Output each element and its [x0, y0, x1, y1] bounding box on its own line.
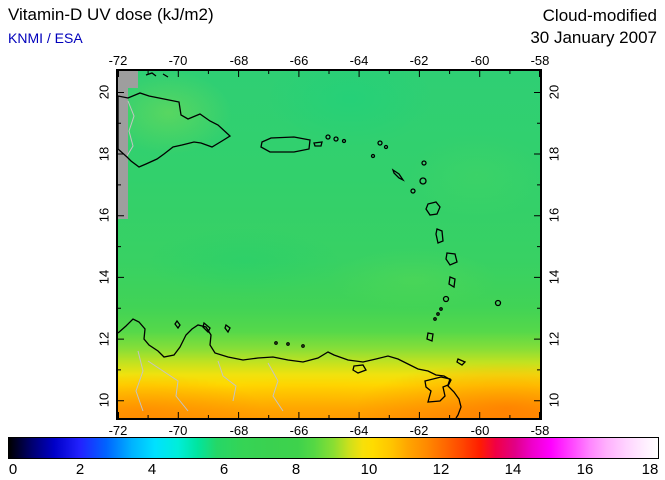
lon-tick-label: -70: [168, 423, 188, 438]
coastlines: [118, 72, 502, 418]
lat-tick-label: 10: [546, 392, 562, 408]
island-virgin-3: [341, 138, 347, 144]
lon-tick-label: -60: [470, 423, 490, 438]
lat-tick-label: 16: [546, 207, 562, 223]
lon-tick-label: -68: [229, 53, 249, 68]
colorbar-tick-label: 8: [291, 461, 301, 478]
lat-tick-label: 20: [96, 84, 112, 100]
lat-tick-label: 10: [96, 392, 112, 408]
coastline-hispaniola: [118, 92, 232, 168]
colorbar-tick-label: 14: [504, 461, 522, 478]
lon-tick-label: -58: [530, 423, 550, 438]
lon-tick-label: -72: [108, 53, 128, 68]
island-martinique: [445, 252, 458, 266]
island-virgin-1: [325, 134, 331, 140]
colorbar-tick-label: 12: [432, 461, 450, 478]
island-grenadines-3: [433, 317, 437, 321]
lat-tick-label: 20: [546, 84, 562, 100]
figure-date: 30 January 2007: [530, 28, 657, 47]
figure-source: KNMI / ESA: [8, 30, 83, 46]
figure-title: Vitamin-D UV dose (kJ/m2): [8, 5, 214, 24]
colorbar-tick-label: 0: [8, 461, 18, 478]
island-montserrat: [410, 188, 416, 194]
axis-ticks: [118, 71, 540, 418]
lon-tick-label: -70: [168, 53, 188, 68]
lat-tick-label: 12: [546, 331, 562, 347]
country-borders: [126, 100, 284, 412]
island-grenadines-2: [436, 312, 440, 316]
island-los-roques-2: [286, 342, 290, 346]
figure-annotations: Cloud-modified 30 January 2007: [530, 5, 657, 49]
lon-tick-label: -62: [409, 423, 429, 438]
island-st-vincent: [442, 295, 450, 303]
lon-tick-label: -62: [409, 53, 429, 68]
lat-tick-label: 18: [96, 146, 112, 162]
lon-tick-label: -58: [530, 53, 550, 68]
coastlines-overlay: [118, 71, 540, 418]
island-saba: [370, 153, 376, 159]
no-data-region: [118, 71, 138, 219]
lon-tick-label: -60: [470, 53, 490, 68]
island-barbados: [494, 299, 502, 307]
lon-tick-label: -64: [349, 423, 369, 438]
island-virgin-2: [333, 136, 339, 142]
island-tobago: [456, 358, 467, 366]
lat-tick-label: 14: [546, 269, 562, 285]
island-anguilla: [383, 144, 389, 150]
island-grenada: [426, 332, 434, 342]
colorbar-tick-label: 2: [75, 461, 85, 478]
map-canvas: [116, 69, 542, 420]
figure-mode: Cloud-modified: [542, 6, 657, 25]
island-antigua: [419, 177, 427, 185]
island-vieques: [313, 141, 323, 147]
colorbar-tick-label: 4: [147, 461, 157, 478]
colorbar-tick-label: 6: [219, 461, 229, 478]
island-barbuda: [421, 160, 427, 166]
lon-tick-label: -66: [289, 53, 309, 68]
colorbar-tick-label: 16: [576, 461, 594, 478]
lat-tick-label: 16: [96, 207, 112, 223]
island-margarita: [352, 364, 367, 374]
coastline-south-america: [118, 318, 462, 418]
lon-tick-label: -66: [289, 423, 309, 438]
island-guadeloupe: [425, 201, 441, 216]
island-bonaire: [224, 323, 231, 334]
lat-tick-label: 12: [96, 331, 112, 347]
colorbar-tick-label: 10: [360, 461, 378, 478]
island-la-orchila: [301, 344, 305, 348]
island-st-martin: [377, 140, 383, 146]
lat-tick-label: 18: [546, 146, 562, 162]
island-grenadines-1: [439, 307, 443, 311]
lon-tick-label: -72: [108, 423, 128, 438]
island-aruba: [174, 319, 181, 330]
colorbar: [8, 437, 659, 459]
island-los-roques-1: [274, 341, 278, 345]
island-st-kitts: [391, 168, 405, 182]
island-trinidad: [424, 376, 451, 403]
lat-tick-label: 14: [96, 269, 112, 285]
lon-tick-label: -64: [349, 53, 369, 68]
coastline-puerto-rico: [260, 136, 311, 153]
island-dominica: [435, 228, 444, 244]
islands-turks: [145, 72, 169, 78]
lon-tick-label: -68: [229, 423, 249, 438]
colorbar-tick-label: 18: [641, 461, 659, 478]
island-st-lucia: [448, 276, 456, 289]
